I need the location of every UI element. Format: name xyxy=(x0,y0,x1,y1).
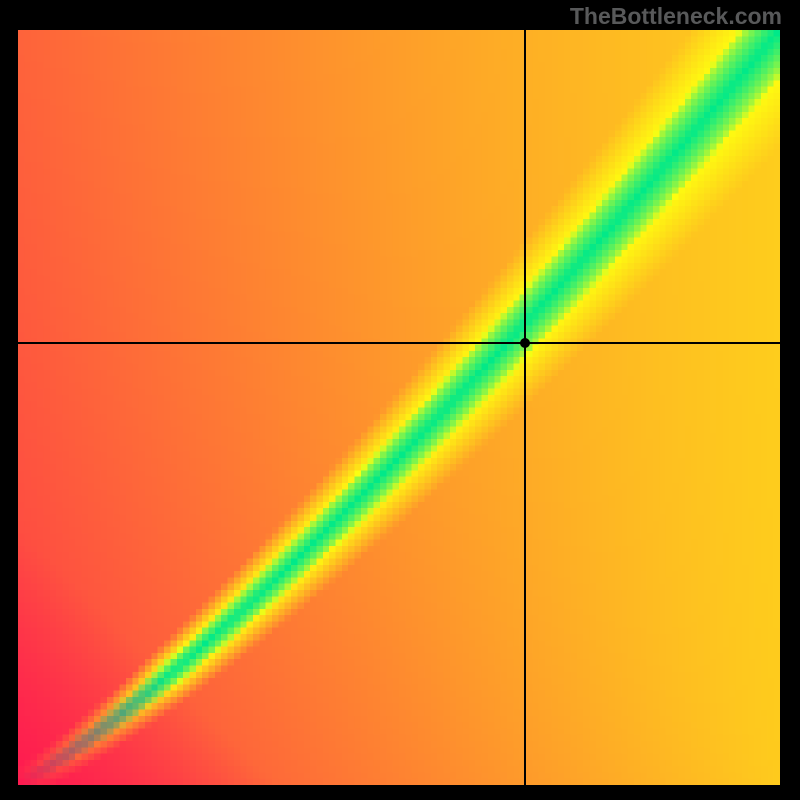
crosshair-vertical xyxy=(524,30,526,785)
heatmap-canvas xyxy=(18,30,780,785)
crosshair-horizontal xyxy=(18,342,780,344)
watermark-text: TheBottleneck.com xyxy=(570,3,782,30)
chart-container: TheBottleneck.com xyxy=(0,0,800,800)
crosshair-marker xyxy=(520,338,530,348)
